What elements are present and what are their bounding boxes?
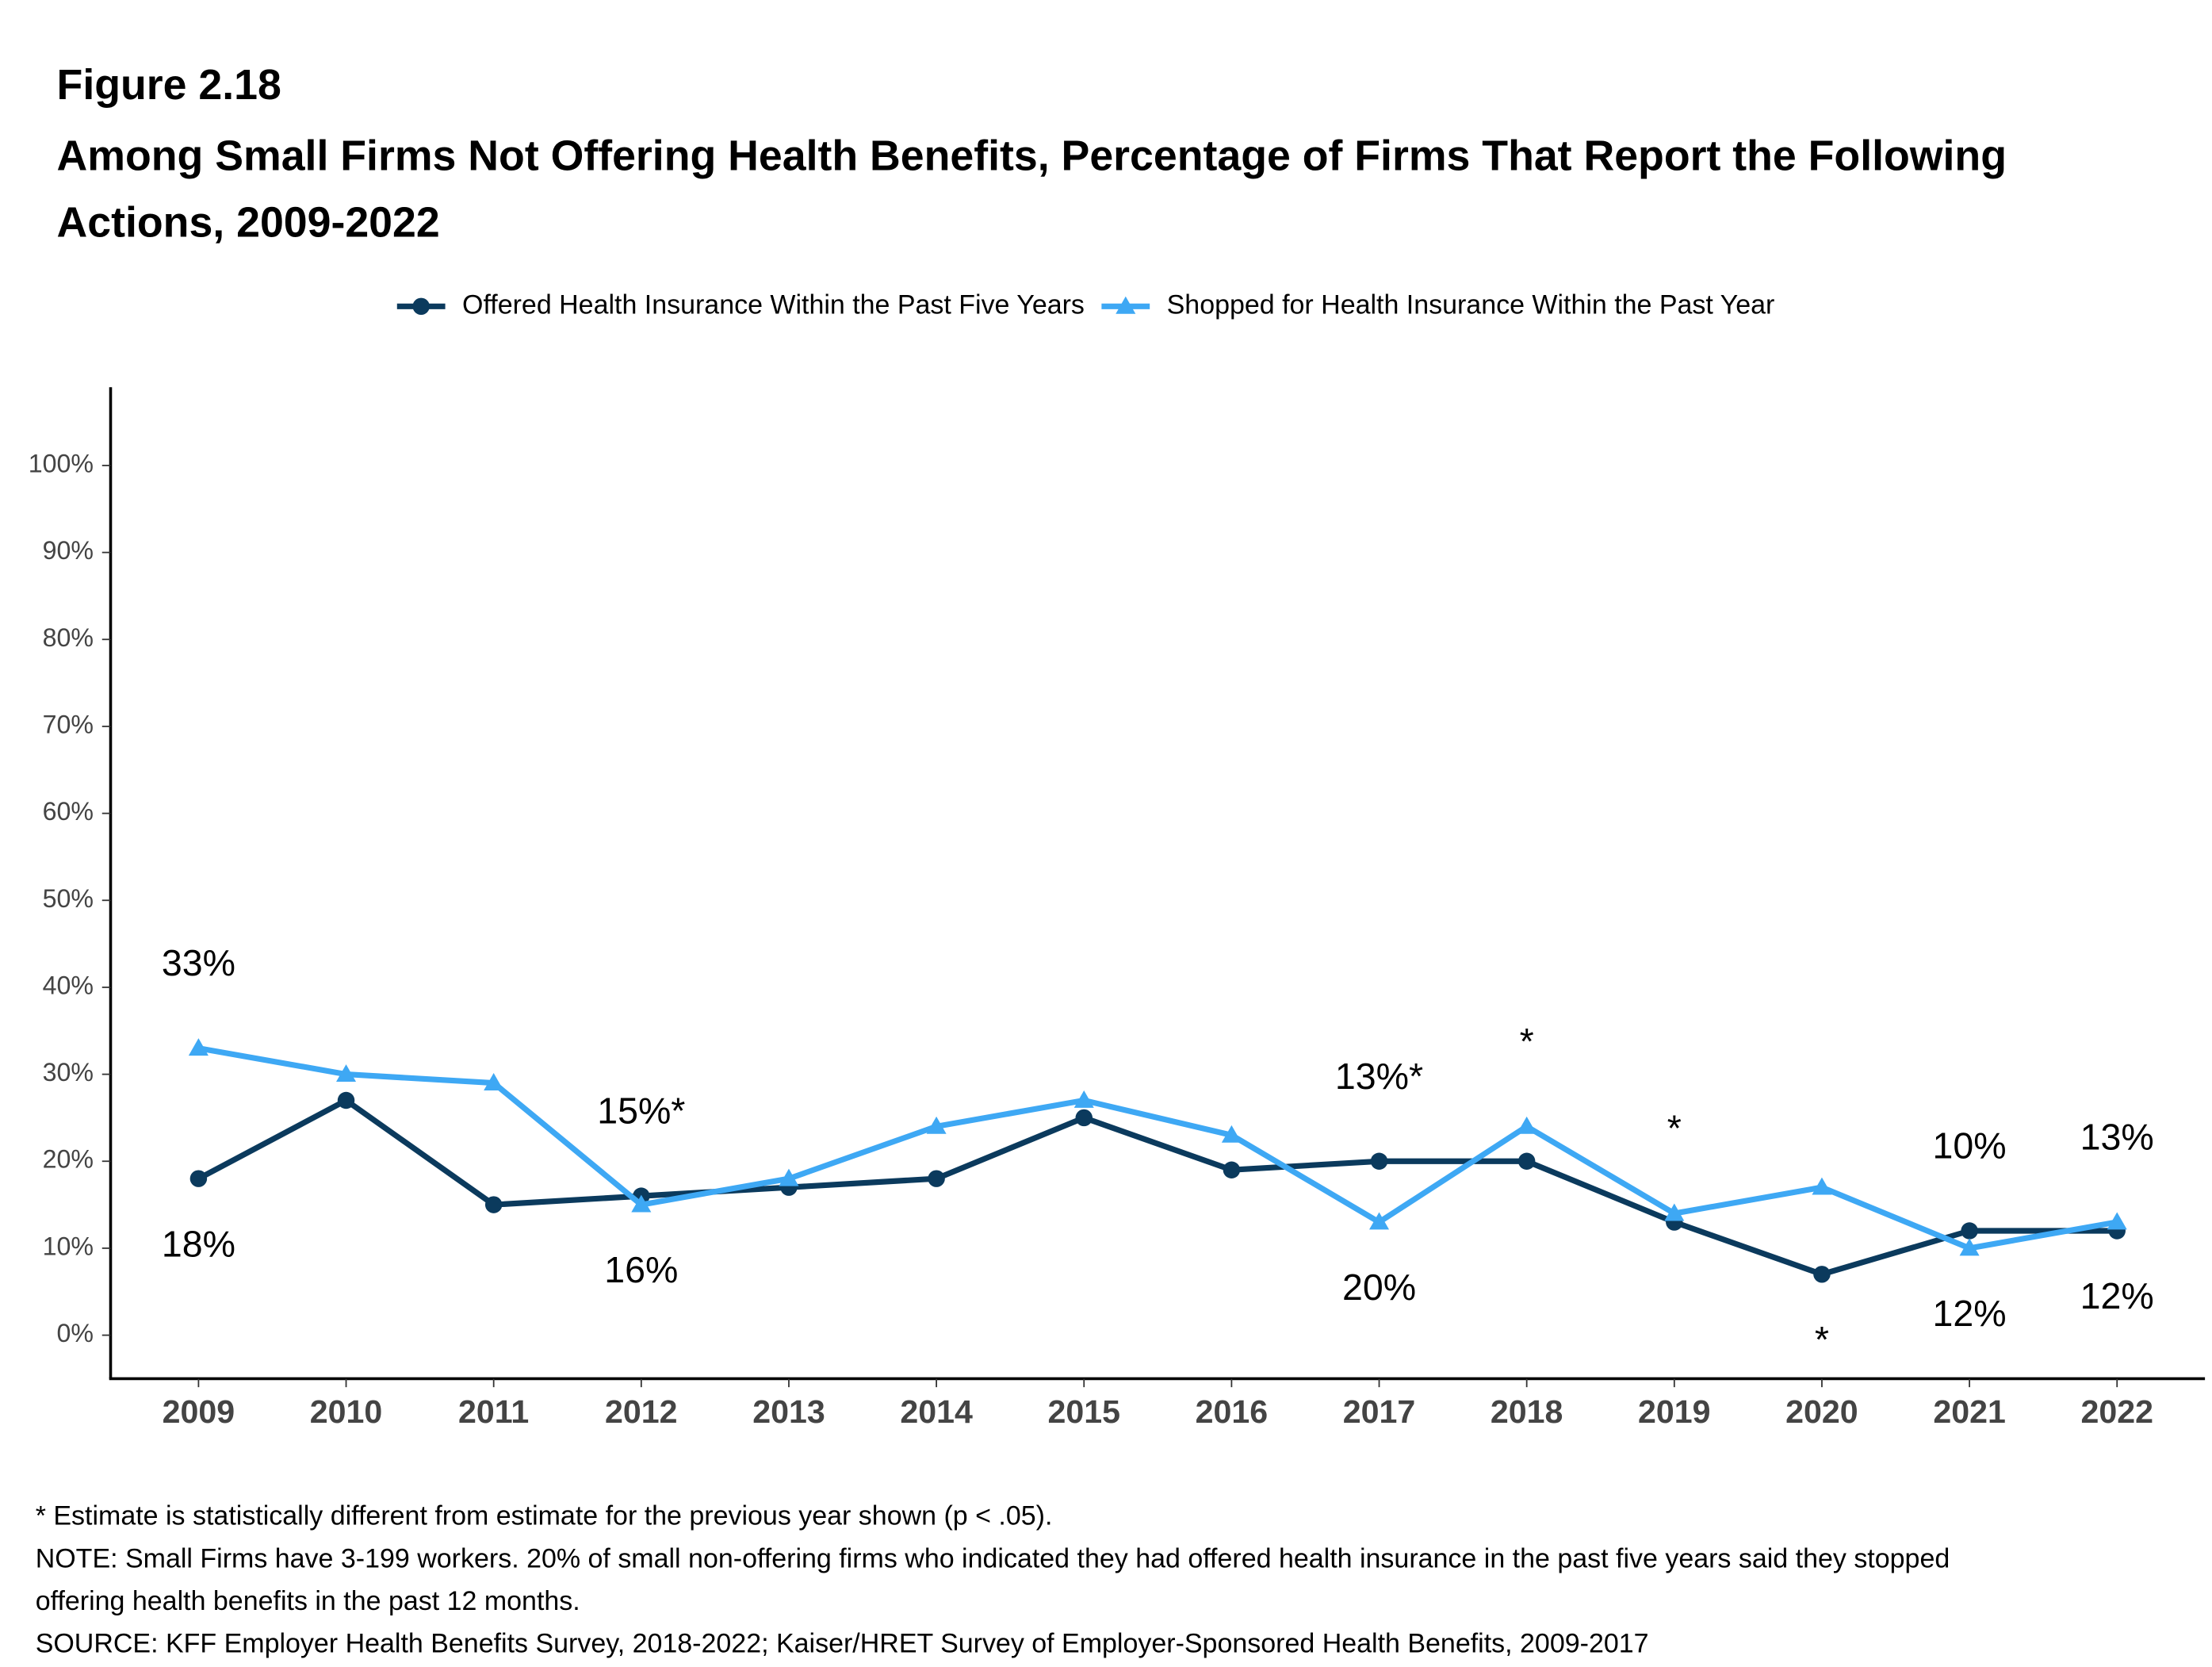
x-tick-label: 2015 [1047,1393,1120,1430]
data-point [926,1116,947,1134]
note: SOURCE: KFF Employer Health Benefits Sur… [35,1629,1649,1660]
data-point [2107,1212,2127,1230]
data-point [779,1168,799,1186]
y-tick-label: 30% [43,1058,94,1086]
x-tick-label: 2011 [458,1393,529,1430]
x-tick-label: 2014 [900,1393,973,1430]
y-tick-label: 70% [43,710,94,738]
data-point [188,1038,209,1056]
data-point [189,1170,208,1187]
figure-label: Figure 2.18 [56,62,281,109]
x-tick-label: 2021 [1933,1393,2006,1430]
notes: * Estimate is statistically different fr… [36,1496,2035,1667]
data-point [1075,1109,1093,1127]
x-tick-label: 2016 [1196,1393,1269,1430]
y-tick-label: 40% [43,971,94,999]
data-point [1221,1125,1242,1143]
legend-marker [412,297,430,316]
series-line [197,1097,2118,1278]
legend-label: Offered Health Insurance Within the Past… [462,289,1085,320]
y-tick-label: 60% [43,797,94,826]
data-point [1961,1222,1978,1240]
y-tick-label: 20% [43,1145,94,1174]
data-point [336,1064,357,1082]
data-point [631,1194,652,1213]
data-label: * [1815,1319,1829,1360]
y-tick-label: 10% [43,1232,94,1260]
legend-marker [1116,296,1136,314]
data-label: 15%* [597,1090,685,1132]
chart: 0% 10% 20% 30% 40% 50% 60% 70% 80% 90% 100% 2009 201… [29,289,2206,1430]
data-label: 13% [2080,1117,2154,1158]
data-point [1223,1161,1241,1178]
data-point [928,1170,945,1187]
data-label: 13%* [1335,1056,1423,1097]
data-point [1664,1203,1685,1221]
x-tick-label: 2017 [1343,1393,1416,1430]
data-label: 20% [1342,1267,1416,1308]
y-tick-label: 50% [43,884,94,913]
data-label: 10% [1933,1125,2007,1167]
legend-label: Shopped for Health Insurance Within the … [1167,289,1775,320]
x-tick-label: 2020 [1785,1393,1858,1430]
data-label: 33% [162,942,235,983]
data-label: 12% [1933,1293,2007,1334]
data-point [1517,1152,1536,1170]
data-point [1517,1116,1537,1134]
data-label: * [1667,1108,1682,1149]
data-point [1369,1212,1390,1230]
data-label: 12% [2080,1275,2154,1316]
data-point [1813,1266,1831,1283]
series-line [197,1045,2118,1251]
data-point [337,1091,355,1109]
note: NOTE: Small Firms have 3-199 workers. 20… [35,1544,1950,1617]
x-tick-label: 2018 [1491,1393,1563,1430]
y-tick-label: 100% [29,449,94,477]
x-tick-label: 2012 [605,1393,678,1430]
data-label: 18% [162,1223,235,1264]
data-label: 16% [604,1249,678,1290]
x-tick-label: 2010 [310,1393,383,1430]
data-point [484,1073,504,1090]
x-tick-label: 2013 [752,1393,825,1430]
y-tick-label: 90% [43,536,94,565]
data-label: * [1520,1021,1534,1062]
data-point [1370,1152,1388,1170]
x-tick-label: 2009 [163,1393,235,1430]
y-tick-label: 0% [57,1319,94,1347]
x-tick-label: 2019 [1638,1393,1710,1430]
data-point [1812,1177,1832,1195]
x-tick-label: 2022 [2080,1393,2153,1430]
data-point [1073,1090,1094,1108]
data-point [484,1196,503,1213]
note: * Estimate is statistically different fr… [35,1502,1053,1532]
chart-title: Among Small Firms Not Offering Health Be… [56,133,2007,247]
y-tick-label: 80% [43,623,94,652]
data-point [1959,1238,1980,1256]
